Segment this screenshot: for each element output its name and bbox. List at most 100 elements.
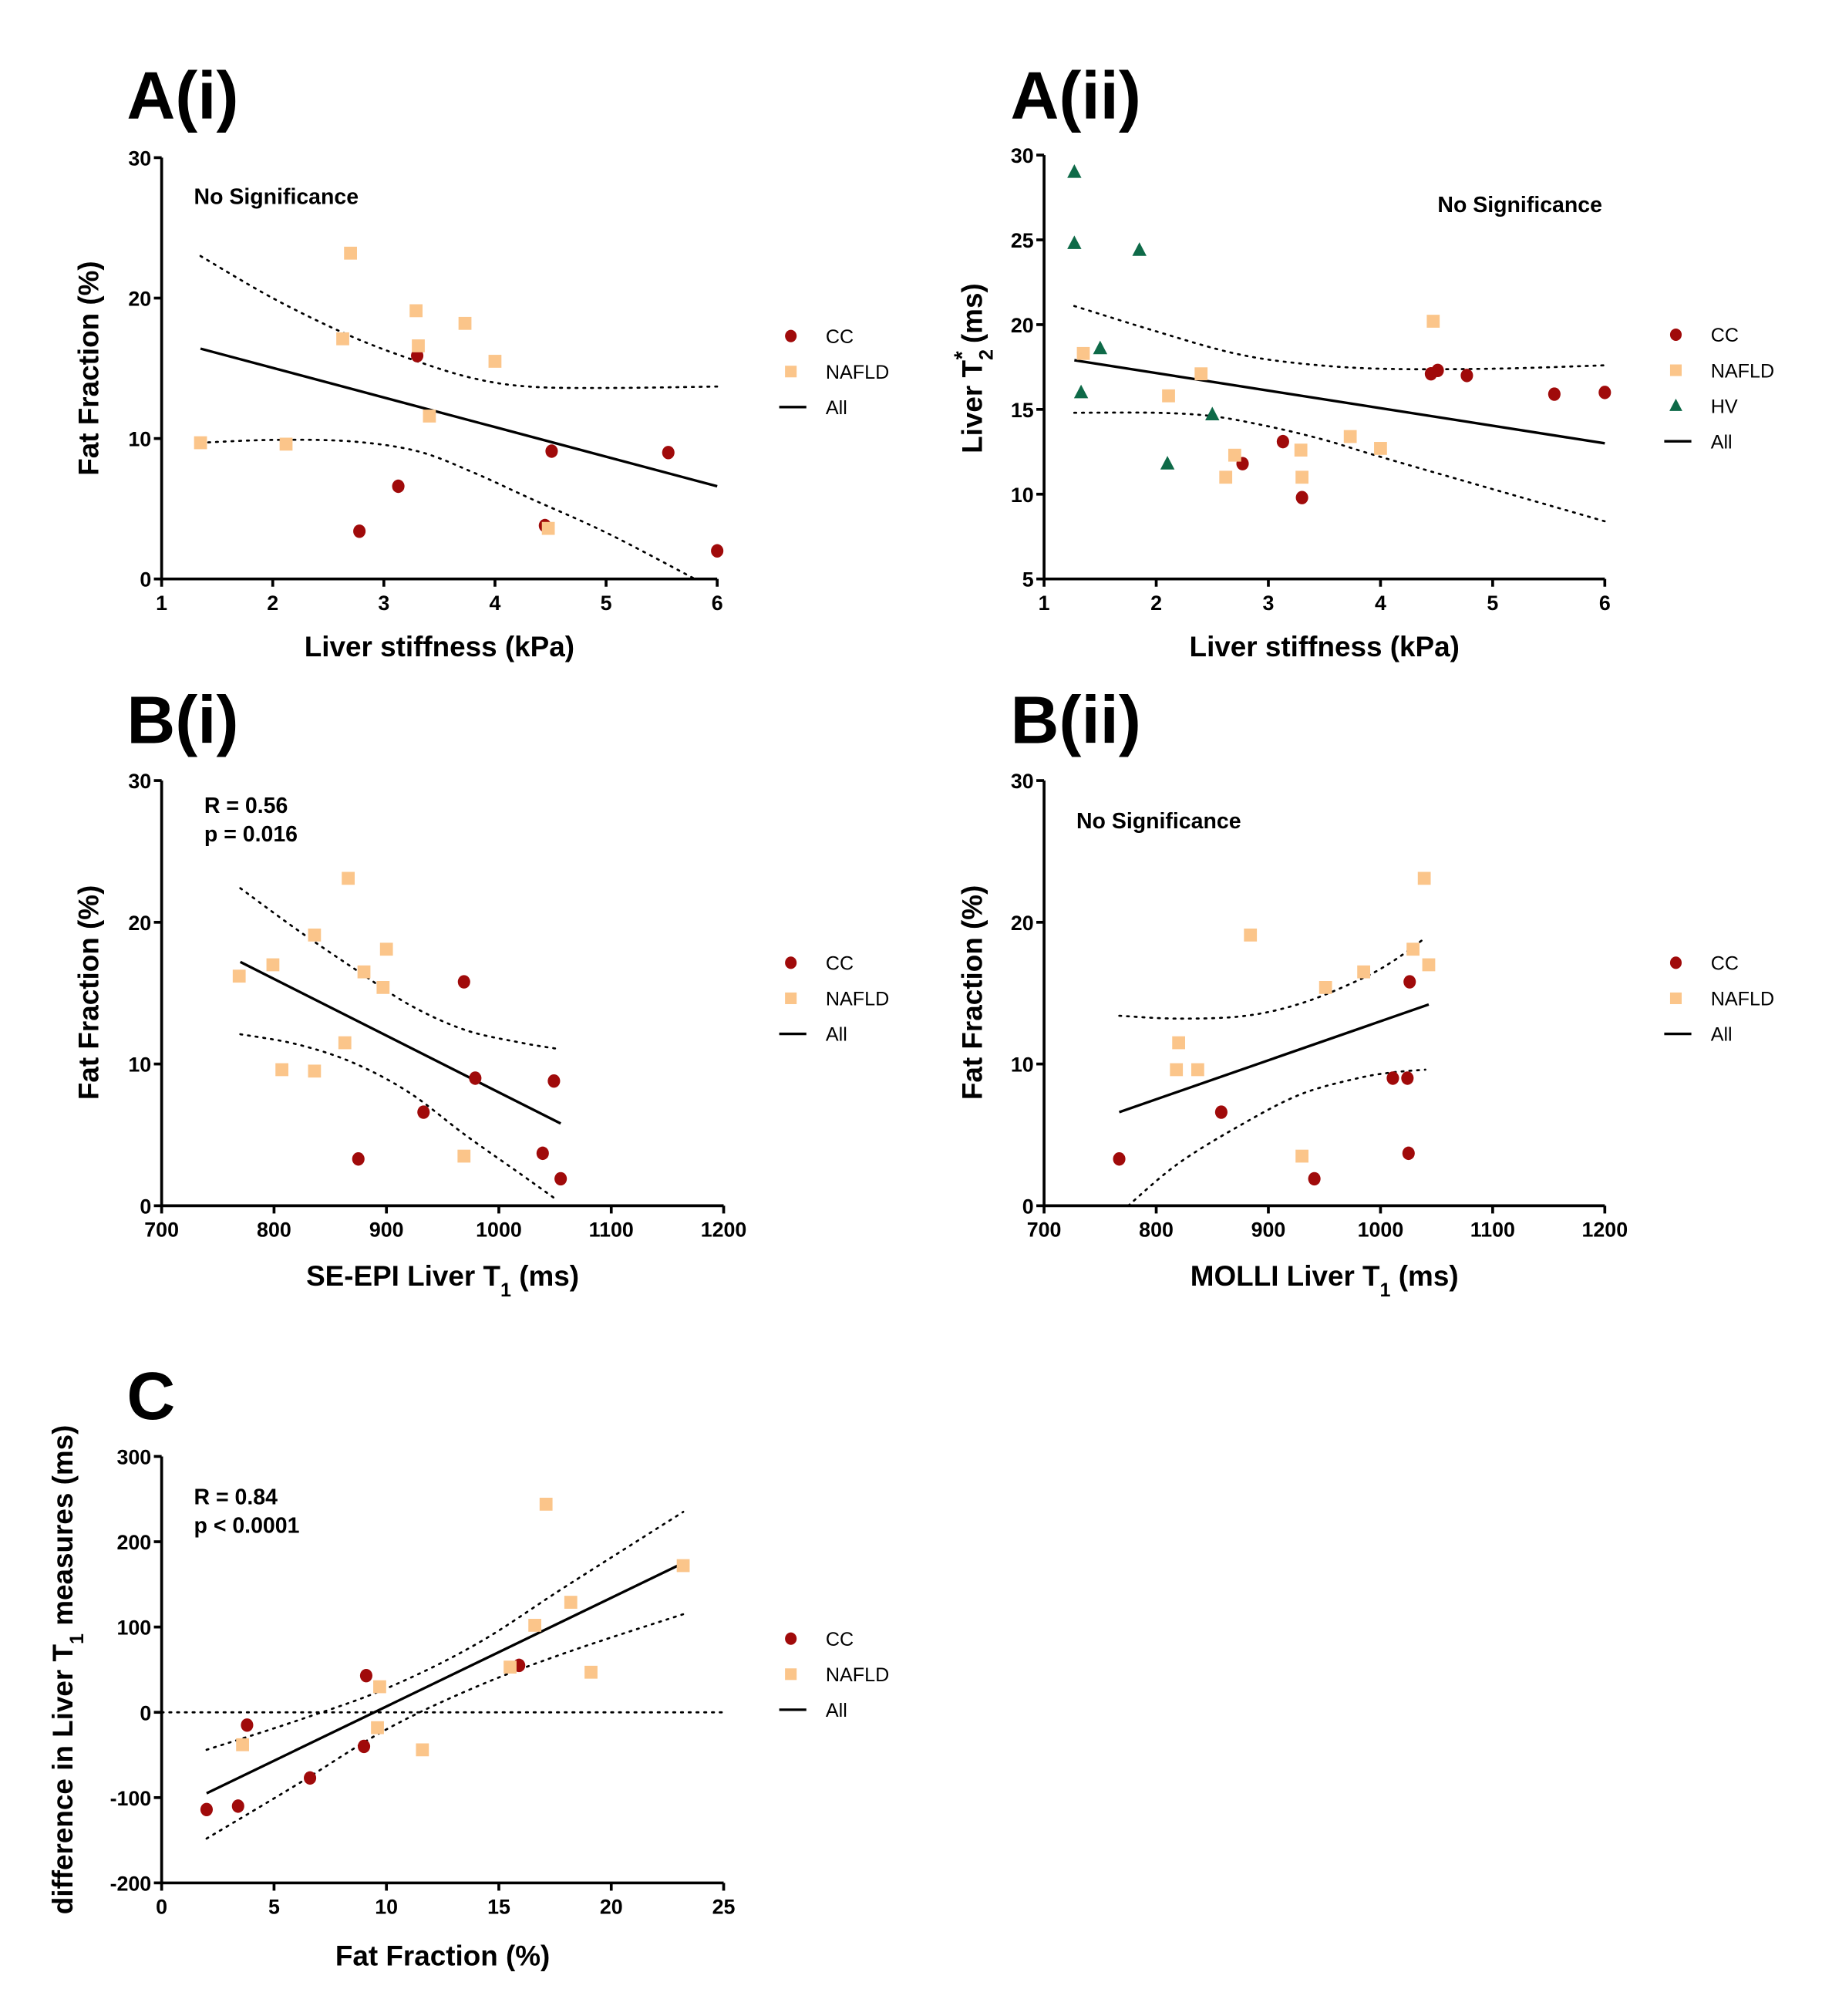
y-tick-label: 15 xyxy=(1011,399,1034,422)
y-axis-title-sub: 1 xyxy=(66,1633,88,1644)
data-point-nafld xyxy=(1219,470,1233,484)
legend-label: CC xyxy=(1711,325,1739,346)
data-point-nafld xyxy=(528,1619,541,1632)
legend-label: CC xyxy=(826,953,854,975)
data-point-nafld xyxy=(236,1738,249,1751)
legend-label: All xyxy=(1711,1024,1733,1046)
stats-annotation: R = 0.84 xyxy=(194,1485,278,1509)
y-axis-title-main: Fat Fraction (%) xyxy=(957,885,988,1101)
x-axis-title-main: SE-EPI Liver T xyxy=(306,1260,500,1292)
regression-line-all xyxy=(1118,1003,1430,1114)
x-tick-label: 4 xyxy=(489,592,500,615)
y-tick-label: 5 xyxy=(1022,568,1034,592)
data-point-cc xyxy=(711,544,724,558)
legend-label: NAFLD xyxy=(826,362,889,383)
stats-annotation: No Significance xyxy=(1076,809,1241,834)
y-tick-label: 10 xyxy=(1011,1054,1034,1077)
x-tick-label: 2 xyxy=(1150,592,1162,615)
data-point-cc xyxy=(547,1074,561,1088)
x-axis-title-tail: (ms) xyxy=(1391,1260,1459,1292)
data-point-cc xyxy=(392,479,405,494)
y-tick-label: 0 xyxy=(140,568,151,592)
legend-item-all: All xyxy=(1664,1024,1733,1046)
data-point-nafld xyxy=(373,1680,386,1694)
regression-line-all xyxy=(206,1562,684,1795)
data-point-nafld xyxy=(342,871,355,885)
legend-label: NAFLD xyxy=(826,1664,889,1686)
x-tick-label: 15 xyxy=(487,1896,510,1919)
confidence-band-lower xyxy=(239,1033,557,1200)
data-point-nafld xyxy=(338,1036,352,1050)
legend-circle-icon xyxy=(1669,328,1682,342)
data-point-cc xyxy=(200,1802,213,1817)
y-tick-label: 300 xyxy=(117,1446,152,1469)
legend-circle-icon xyxy=(785,956,797,969)
regression-line-all xyxy=(200,347,718,488)
legend-label: NAFLD xyxy=(1711,360,1774,382)
y-tick-label: 10 xyxy=(1011,484,1034,507)
y-tick-label: 0 xyxy=(1022,1195,1034,1218)
data-point-cc xyxy=(1401,1071,1414,1085)
data-point-nafld xyxy=(458,316,472,330)
stats-annotation: No Significance xyxy=(1437,193,1602,217)
data-point-cc xyxy=(554,1172,567,1186)
data-point-nafld xyxy=(308,929,322,942)
data-point-nafld xyxy=(376,981,390,994)
x-tick-label: 700 xyxy=(1027,1219,1062,1242)
x-tick-label: 10 xyxy=(375,1896,398,1919)
panel-a-i: A(i) 1 2 3 4 5 6 0 10 20 30 Liver stiffness (kPa) F… xyxy=(73,59,890,662)
confidence-band-lower xyxy=(1073,411,1606,523)
data-point-nafld xyxy=(232,969,246,983)
x-tick-label: 1 xyxy=(156,592,167,615)
data-point-hv xyxy=(1067,164,1082,178)
y-tick-label: 30 xyxy=(128,770,151,793)
x-tick-label: 20 xyxy=(600,1896,623,1919)
data-point-cc xyxy=(352,1152,365,1166)
legend: CC NAFLD All xyxy=(1664,953,1774,1046)
y-axis-title: Fat Fraction (%) xyxy=(73,885,105,1101)
legend: CC NAFLD All xyxy=(779,326,889,419)
data-point-nafld xyxy=(1162,389,1175,403)
legend-item-cc: CC xyxy=(785,326,854,348)
y-axis-title-main: Liver T xyxy=(957,360,988,453)
data-point-nafld xyxy=(409,304,423,318)
legend-item-nafld: NAFLD xyxy=(1669,360,1774,382)
y-tick-label: 200 xyxy=(117,1531,152,1554)
data-point-nafld xyxy=(1406,942,1420,956)
stats-annotation: p < 0.0001 xyxy=(194,1513,300,1538)
legend-label: NAFLD xyxy=(1711,989,1774,1010)
legend-item-cc: CC xyxy=(785,953,854,975)
legend-circle-icon xyxy=(785,329,797,342)
panel-c: C 0 5 10 15 20 25 -200 -100 0 100 200 300 Fat Fracti… xyxy=(47,1359,889,1972)
data-point-cc xyxy=(357,1739,371,1754)
y-tick-label: 20 xyxy=(1011,912,1034,935)
x-tick-label: 700 xyxy=(144,1219,179,1242)
data-point-nafld xyxy=(564,1596,578,1609)
data-point-cc xyxy=(1214,1105,1228,1119)
data-point-nafld xyxy=(676,1559,690,1573)
y-tick-label: 20 xyxy=(128,288,151,311)
panel-label: B(ii) xyxy=(1011,683,1141,757)
y-tick-label: 10 xyxy=(128,428,151,451)
confidence-band-lower xyxy=(205,1613,685,1840)
x-axis-title: Fat Fraction (%) xyxy=(335,1940,550,1972)
legend-triangle-icon xyxy=(1669,398,1682,411)
data-point-cc xyxy=(353,524,366,538)
panel-label: A(i) xyxy=(126,59,238,133)
legend-item-cc: CC xyxy=(1669,953,1739,975)
x-axis-title: Liver stiffness (kPa) xyxy=(305,631,574,662)
x-axis-title: MOLLI Liver T1 (ms) xyxy=(1191,1260,1459,1301)
confidence-band-upper xyxy=(199,255,719,389)
data-point-nafld xyxy=(379,942,393,956)
data-point-cc xyxy=(1548,387,1561,401)
data-point-nafld xyxy=(412,339,425,352)
panel-label: C xyxy=(126,1359,175,1434)
data-point-nafld xyxy=(1374,442,1387,455)
confidence-band-upper xyxy=(205,1510,685,1751)
data-point-nafld xyxy=(194,436,207,450)
x-axis-title: Liver stiffness (kPa) xyxy=(1190,631,1460,662)
data-point-cc xyxy=(1403,975,1416,989)
data-point-nafld xyxy=(1172,1036,1186,1050)
y-tick-label: 30 xyxy=(128,147,151,170)
